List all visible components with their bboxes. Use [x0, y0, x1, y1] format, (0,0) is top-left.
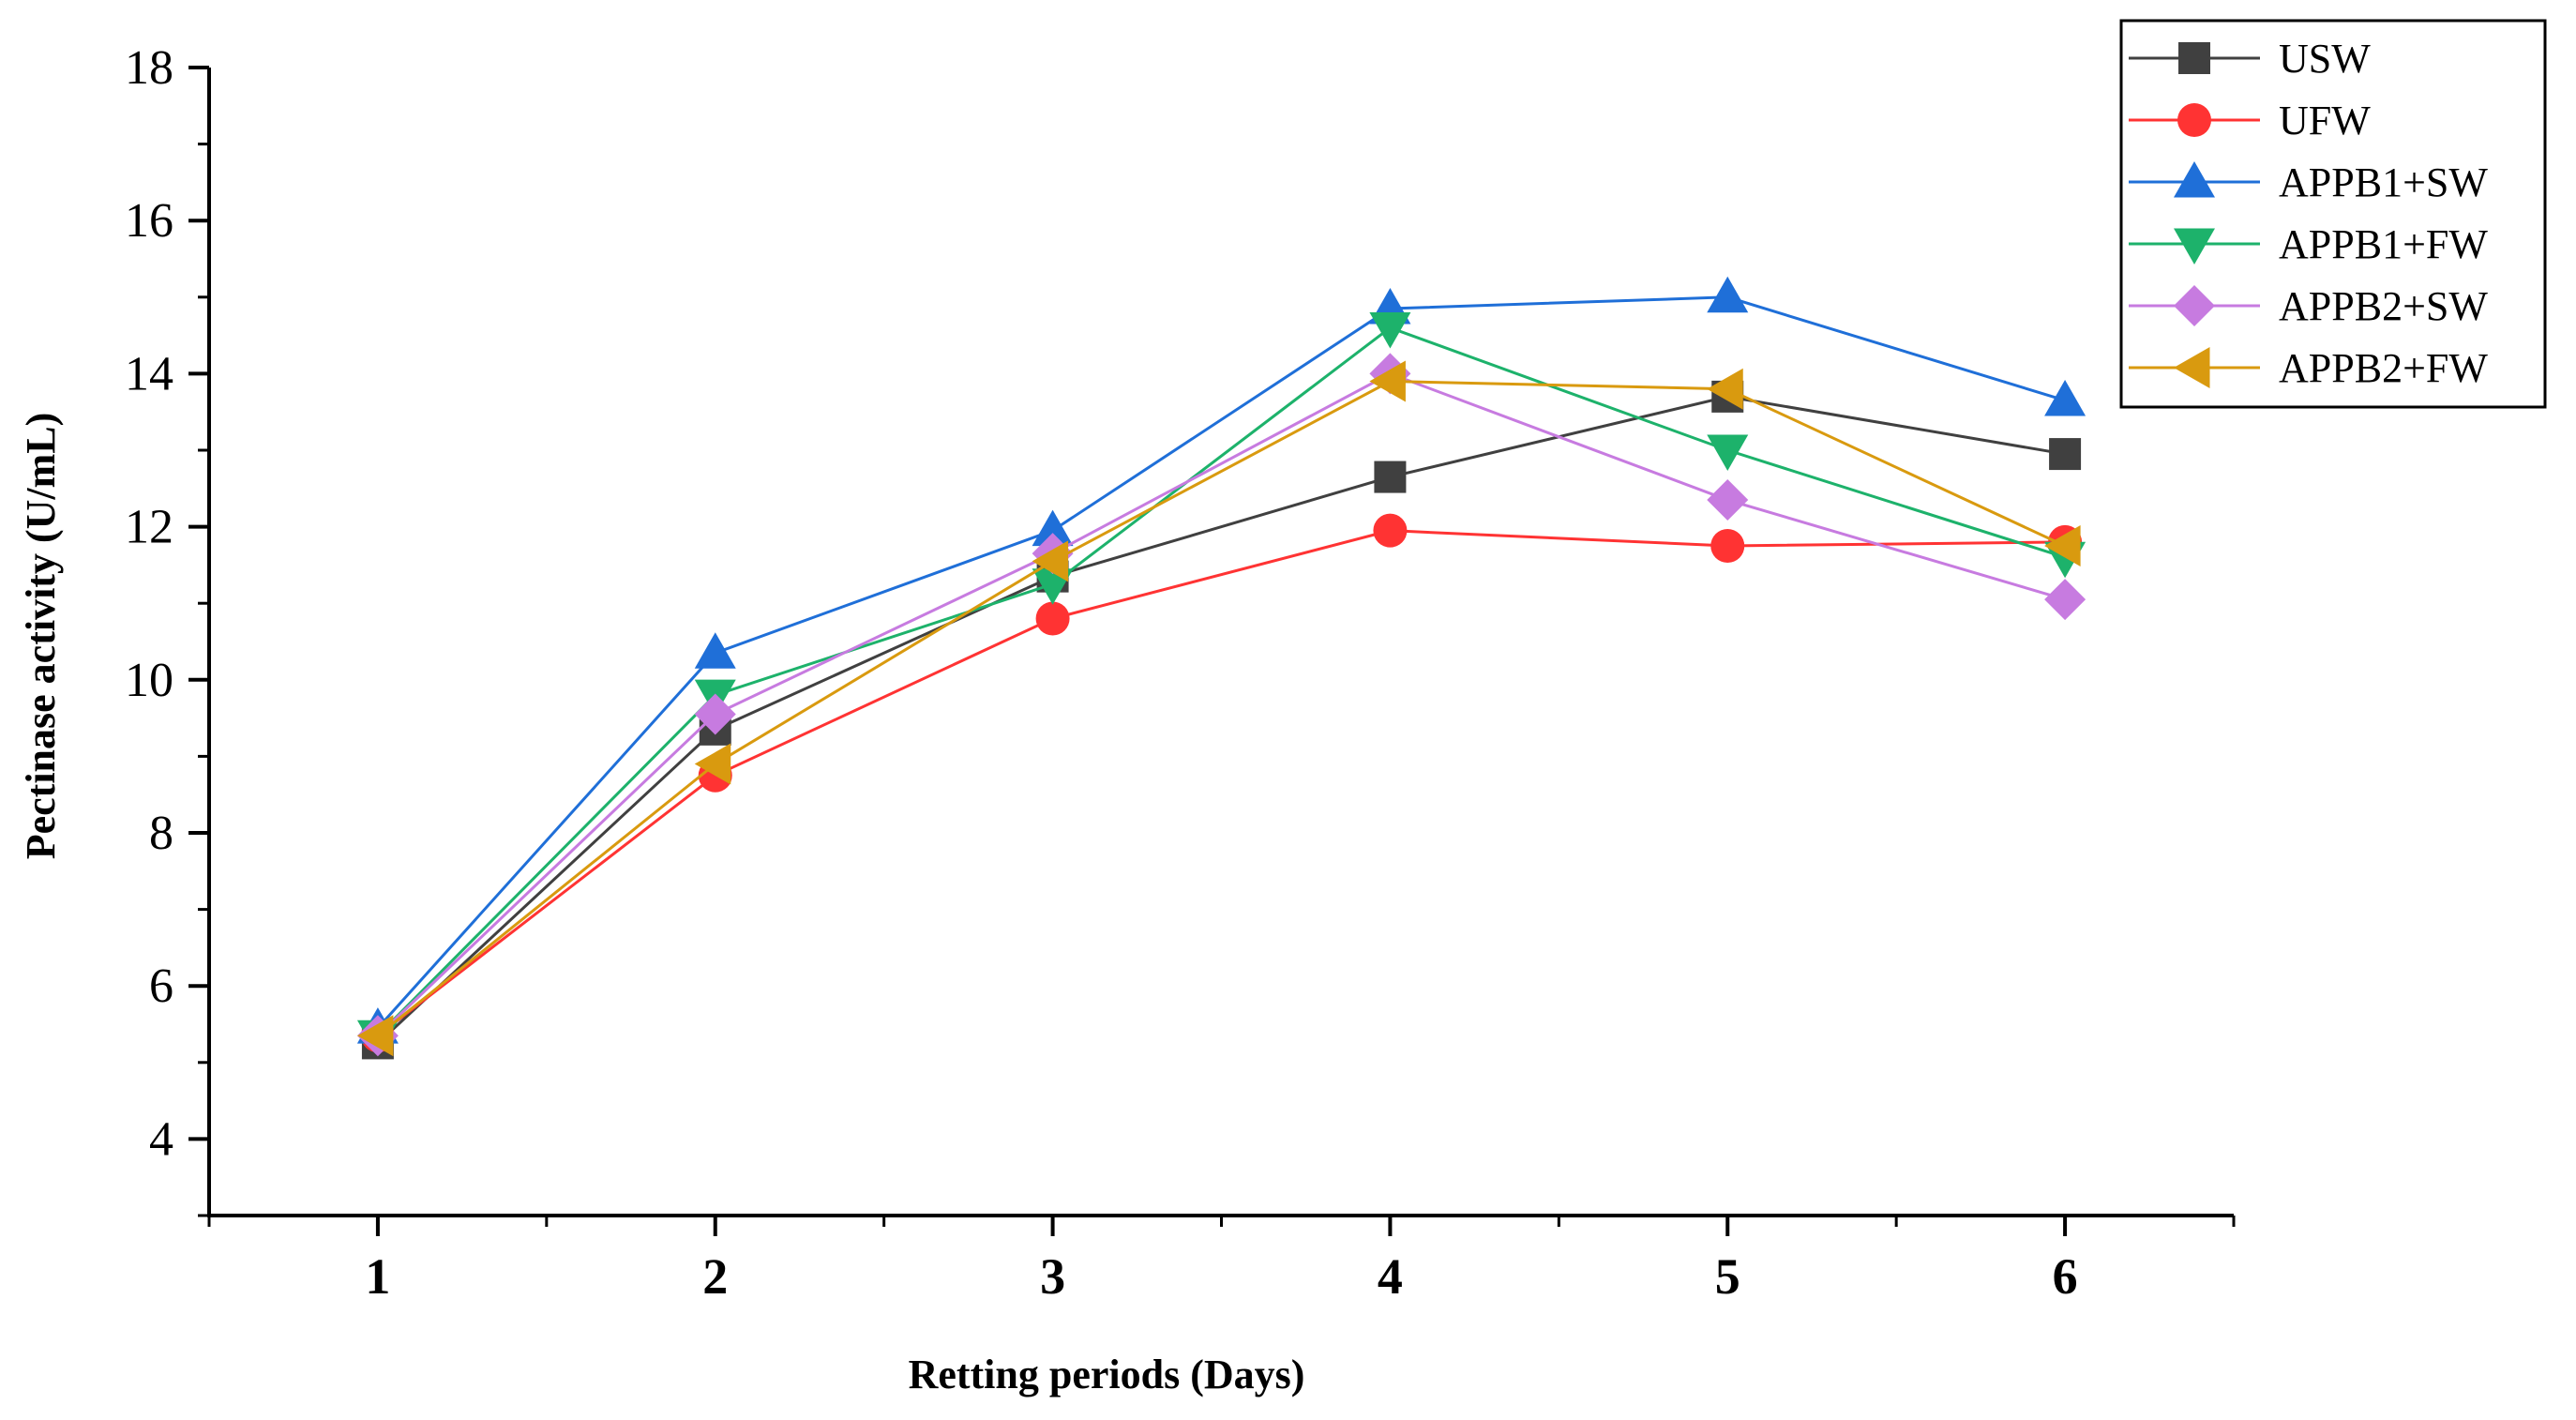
data-point-appb1-sw	[1707, 276, 1749, 313]
series-line-appb2-fw	[376, 380, 2066, 1037]
legend-label: APPB1+FW	[2279, 221, 2488, 267]
legend-label: USW	[2279, 36, 2371, 82]
data-point-appb1-fw	[1707, 434, 1749, 471]
x-tick-label: 5	[1715, 1248, 1740, 1305]
data-point-appb2-sw	[694, 693, 736, 735]
y-tick-label: 10	[125, 654, 173, 707]
legend-item-appb1-fw: APPB1+FW	[2129, 221, 2488, 267]
data-point-usw	[2049, 438, 2082, 471]
data-point-appb2-fw	[1707, 368, 1743, 410]
legend-item-appb1-sw: APPB1+SW	[2129, 159, 2488, 205]
series-appb2-fw	[356, 360, 2081, 1057]
y-tick-label: 4	[149, 1112, 173, 1166]
series-line-appb1-sw	[376, 295, 2066, 1030]
data-point-usw	[1374, 461, 1407, 493]
legend-marker	[2177, 103, 2211, 137]
y-axis-title: Pectinase activity (U/mL)	[18, 413, 64, 860]
series-line-appb1-fw	[376, 325, 2066, 1037]
legend-marker	[2174, 161, 2215, 198]
data-point-appb1-fw	[1369, 311, 1411, 349]
y-tick-label: 12	[125, 501, 173, 554]
legend-label: UFW	[2279, 98, 2371, 144]
series-line-appb2-sw	[376, 371, 2066, 1037]
series-ufw	[360, 513, 2083, 1053]
x-tick-label: 3	[1040, 1248, 1065, 1305]
legend-marker	[2178, 42, 2210, 74]
legend-marker	[2174, 285, 2215, 326]
y-tick-label: 6	[149, 959, 173, 1013]
x-tick-label: 4	[1378, 1248, 1403, 1305]
data-point-appb2-fw	[1032, 540, 1069, 582]
data-point-appb2-fw	[1369, 360, 1406, 402]
legend-label: APPB2+FW	[2279, 345, 2488, 391]
series-appb2-sw	[356, 353, 2086, 1057]
series-line-ufw	[377, 529, 2066, 1037]
data-point-ufw	[1710, 529, 1745, 563]
legend-item-usw: USW	[2129, 36, 2371, 82]
legend-item-appb2-sw: APPB2+SW	[2129, 283, 2488, 329]
series-appb1-sw	[356, 276, 2086, 1044]
x-axis-title: Retting periods (Days)	[909, 1352, 1305, 1397]
x-tick-label: 6	[2053, 1248, 2078, 1305]
legend-marker	[2174, 228, 2215, 264]
x-tick-label: 1	[365, 1248, 390, 1305]
legend-label: APPB2+SW	[2279, 283, 2488, 329]
data-point-appb2-sw	[1707, 479, 1749, 521]
data-point-appb2-sw	[2044, 579, 2086, 621]
x-tick-label: 2	[702, 1248, 728, 1305]
data-point-appb2-fw	[356, 1015, 394, 1057]
y-tick-label: 8	[149, 807, 173, 860]
series-line-usw	[376, 395, 2066, 1045]
legend-item-ufw: UFW	[2129, 98, 2371, 144]
y-tick-label: 14	[125, 347, 173, 400]
legend: USW UFW APPB1+SW APPB1+FW APPB2+SW APPB2+FW	[2119, 19, 2547, 409]
legend-box	[2119, 19, 2547, 409]
data-point-appb1-sw	[1032, 509, 1074, 547]
series-layer	[356, 276, 2086, 1060]
legend-item-appb2-fw: APPB2+FW	[2129, 345, 2488, 391]
legend-label: APPB1+SW	[2279, 159, 2488, 205]
series-appb1-fw	[356, 311, 2086, 1057]
data-point-appb2-fw	[2044, 525, 2081, 566]
series-usw	[361, 380, 2082, 1060]
data-point-ufw	[1035, 601, 1070, 636]
data-point-appb2-fw	[694, 743, 731, 785]
legend-marker	[2174, 347, 2210, 388]
data-point-appb1-sw	[2044, 379, 2086, 416]
y-tick-label: 16	[125, 194, 173, 248]
data-point-appb1-sw	[694, 632, 736, 669]
y-tick-label: 18	[125, 41, 173, 95]
data-point-ufw	[1373, 513, 1408, 548]
